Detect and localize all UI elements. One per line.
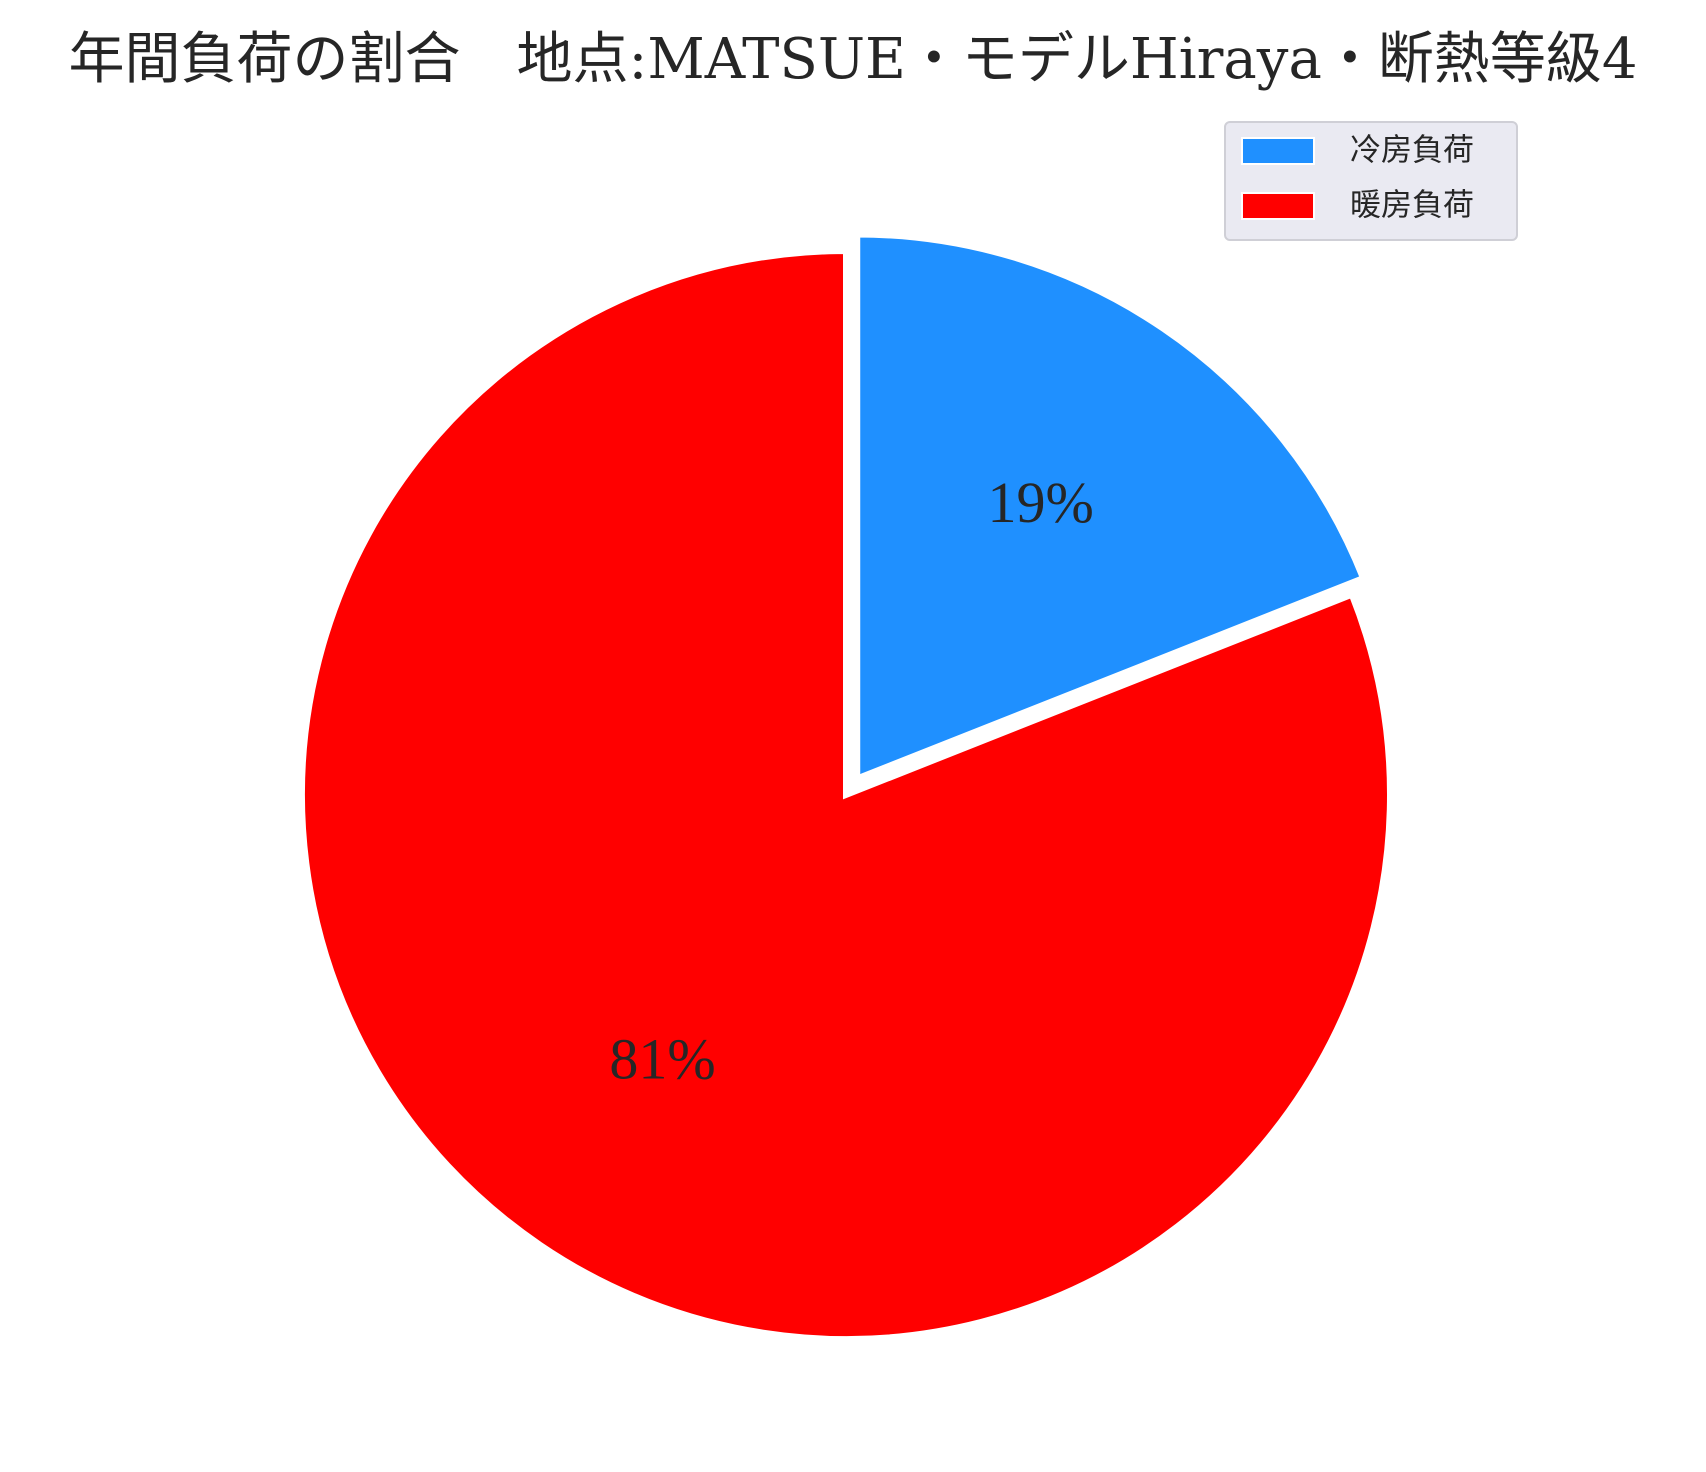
pie-slice-heating xyxy=(299,247,1393,1342)
pie-slice-labels: 19% 81% xyxy=(609,470,1093,1091)
legend-label-heating: 暖房負荷 xyxy=(1350,188,1474,224)
pie-slice-label-heating: 81% xyxy=(609,1026,715,1091)
pie-slice-label-cooling: 19% xyxy=(988,470,1094,535)
chart-title: 年間負荷の割合 地点:MATSUE・モデルHiraya・断熱等級4 xyxy=(69,27,1638,92)
pie-slice-cooling xyxy=(854,231,1367,783)
pie-slices xyxy=(299,231,1393,1342)
legend-swatch-cooling xyxy=(1241,137,1315,165)
legend-label-cooling: 冷房負荷 xyxy=(1350,133,1474,169)
legend-swatch-heating xyxy=(1241,192,1315,220)
